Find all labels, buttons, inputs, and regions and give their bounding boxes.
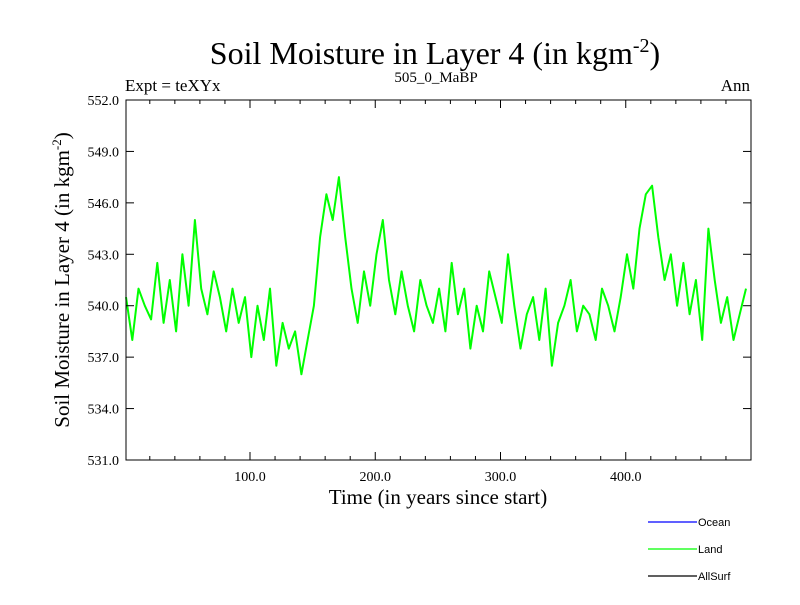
y-tick-label: 534.0 xyxy=(88,403,120,418)
y-tick-label: 537.0 xyxy=(88,351,120,366)
y-axis-label-sup: -2 xyxy=(49,139,64,150)
y-axis-label: Soil Moisture in Layer 4 (in kgm-2) xyxy=(49,132,74,427)
chart-title: Soil Moisture in Layer 4 (in kgm-2) xyxy=(210,35,660,71)
x-axis: 100.0 200.0 300.0 400.0 xyxy=(149,100,727,485)
y-tick-label: 549.0 xyxy=(88,145,120,160)
y-axis-label-main: Soil Moisture in Layer 4 (in kgm xyxy=(50,150,74,428)
x-tick-label: 200.0 xyxy=(359,470,391,485)
x-tick-label: 100.0 xyxy=(234,470,266,485)
chart-title-sup: -2 xyxy=(633,35,650,57)
land-series-line xyxy=(125,176,747,376)
x-tick-label: 300.0 xyxy=(485,470,517,485)
chart-title-close: ) xyxy=(650,35,661,71)
y-tick-label: 531.0 xyxy=(88,454,120,469)
y-tick-label: 543.0 xyxy=(88,248,120,263)
plot-area xyxy=(125,176,747,376)
chart-title-main: Soil Moisture in Layer 4 (in kgm xyxy=(210,35,633,71)
header-center-label: 505_0_MaBP xyxy=(394,70,477,86)
legend-label-land: Land xyxy=(698,544,722,556)
legend-label-allsurf: AllSurf xyxy=(698,571,731,583)
y-tick-label: 540.0 xyxy=(88,300,120,315)
y-tick-label: 552.0 xyxy=(88,94,120,109)
y-axis-label-close: ) xyxy=(50,132,74,139)
y-axis: 531.0 534.0 537.0 540.0 543.0 546.0 549.0 552.0 xyxy=(88,94,751,469)
header-right-label: Ann xyxy=(721,76,751,95)
legend-label-ocean: Ocean xyxy=(698,517,730,529)
x-axis-label: Time (in years since start) xyxy=(329,485,548,509)
plot-frame xyxy=(125,99,752,461)
x-tick-label: 400.0 xyxy=(610,470,642,485)
header-left-label: Expt = teXYx xyxy=(125,76,221,95)
y-tick-label: 546.0 xyxy=(88,197,120,212)
legend: Ocean Land AllSurf xyxy=(648,517,731,583)
